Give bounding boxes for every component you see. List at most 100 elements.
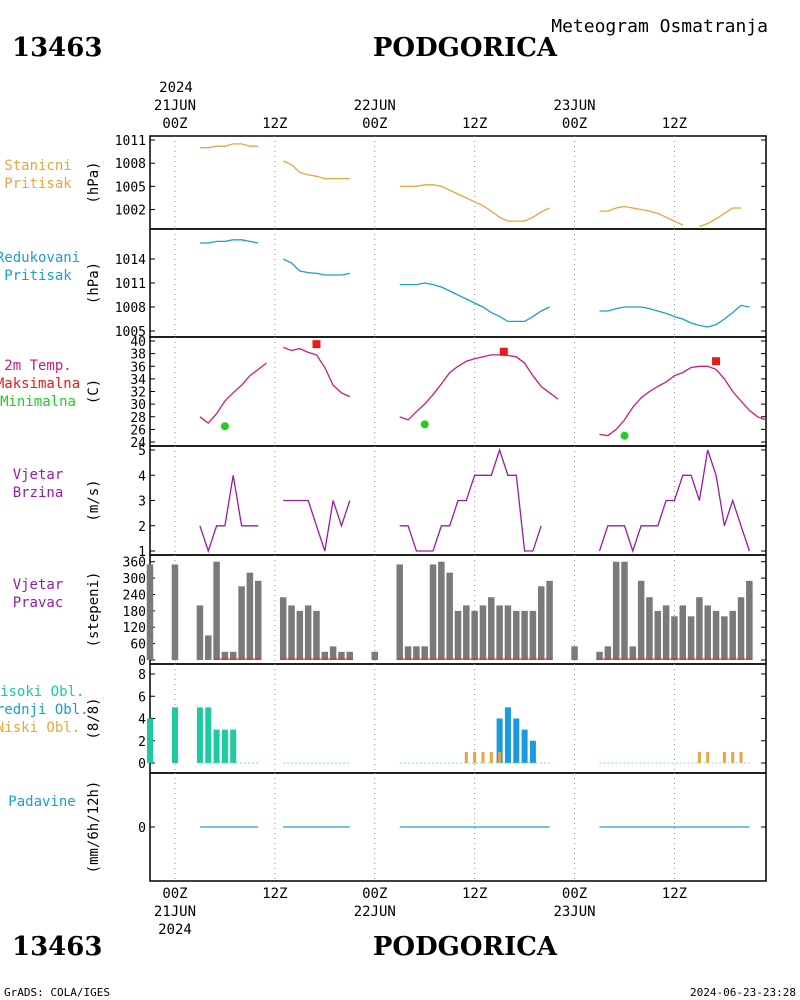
wind-direction-bar xyxy=(288,605,295,660)
sea_pressure-series-line xyxy=(282,258,350,276)
wind_speed-series-line xyxy=(399,447,542,552)
footer-station-id: 13463 xyxy=(12,932,102,962)
y-tick-label: 1008 xyxy=(115,157,146,172)
wind-direction-bar xyxy=(246,572,254,660)
y-tick-label: 0 xyxy=(138,821,146,836)
wind-direction-bar xyxy=(304,605,312,660)
y-tick-label: 32 xyxy=(130,386,146,401)
wind-direction-bar xyxy=(737,597,745,660)
cloud-bar xyxy=(731,751,735,763)
wind-direction-bar xyxy=(612,561,620,660)
wind-direction-bar xyxy=(596,651,603,660)
wind-direction-bar xyxy=(329,646,337,660)
station-id: 13463 xyxy=(12,33,102,63)
wind-direction-bar xyxy=(171,564,179,660)
panel-label: Pravac xyxy=(13,595,64,611)
bottom-tick-label: 00Z xyxy=(162,886,187,902)
bottom-tick-label: 12Z xyxy=(262,886,287,902)
panel-label: 2m Temp. xyxy=(4,358,71,374)
tmin-marker xyxy=(220,422,229,431)
panel-frame xyxy=(149,135,767,230)
wind-direction-bar xyxy=(321,651,329,660)
cloud-bar xyxy=(473,751,477,763)
panel-label: Vjetar xyxy=(13,577,64,593)
y-tick-label: 40 xyxy=(130,335,146,350)
wind-direction-bar xyxy=(146,564,154,660)
wind-direction-bar xyxy=(429,564,437,660)
top-tick-label: 12Z xyxy=(262,116,287,132)
station_pressure-series-line xyxy=(399,184,550,222)
y-axis-label: (m/s) xyxy=(86,479,102,521)
tmax-marker xyxy=(312,340,321,349)
temperature-series-line xyxy=(199,362,267,424)
wind-direction-bar xyxy=(654,610,662,660)
y-tick-label: 1014 xyxy=(115,253,146,268)
wind-direction-bar xyxy=(238,586,245,660)
y-tick-label: 240 xyxy=(123,588,146,603)
y-tick-label: 0 xyxy=(138,757,146,772)
station-name: PODGORICA xyxy=(373,33,558,63)
wind_speed-series-line xyxy=(598,449,751,554)
panel-label: Pritisak xyxy=(4,268,72,284)
cloud-bar xyxy=(697,751,701,763)
wind-direction-bar xyxy=(504,605,512,660)
wind-direction-bar xyxy=(463,605,470,660)
panel-label: Niski Obl. xyxy=(0,720,80,736)
y-tick-label: 2 xyxy=(138,520,146,535)
y-tick-label: 4 xyxy=(138,713,146,728)
y-axis-label: (hPa) xyxy=(86,161,102,203)
cloud-bar xyxy=(221,729,228,763)
y-axis-label: (C) xyxy=(86,379,102,404)
top-tick-label: 23JUN xyxy=(553,98,595,114)
cloud-bar xyxy=(205,707,212,763)
y-tick-label: 1005 xyxy=(115,325,146,340)
cloud-bar xyxy=(481,751,485,763)
wind-direction-bar xyxy=(513,610,520,660)
panel-label: Srednji Obl. xyxy=(0,702,89,718)
tmin-marker xyxy=(620,431,629,440)
panel-label: Brzina xyxy=(13,485,64,501)
wind-direction-bar xyxy=(421,646,428,660)
meteogram-title: Meteogram Osmatranja xyxy=(551,16,768,37)
wind-direction-bar xyxy=(404,646,412,660)
wind-direction-bar xyxy=(313,610,320,660)
y-tick-label: 4 xyxy=(138,469,146,484)
wind-direction-bar xyxy=(529,610,537,660)
sea_pressure-series-line xyxy=(199,239,259,244)
panel-label: Padavine xyxy=(8,794,75,810)
cloud-bar xyxy=(498,751,502,763)
y-tick-label: 28 xyxy=(130,411,146,426)
cloud-bar xyxy=(171,707,178,763)
tmin-marker xyxy=(420,420,429,429)
temperature-series-line xyxy=(599,365,767,437)
top-tick-label: 12Z xyxy=(662,116,687,132)
panel-label: Pritisak xyxy=(4,176,72,192)
cloud-bar xyxy=(513,718,520,763)
temperature-series-line xyxy=(282,346,351,398)
wind-direction-bar xyxy=(479,605,487,660)
y-tick-label: 36 xyxy=(130,360,146,375)
wind-direction-bar xyxy=(438,561,445,660)
wind-direction-bar xyxy=(488,597,495,660)
bottom-tick-label: 21JUN xyxy=(154,904,196,920)
y-tick-label: 30 xyxy=(130,398,146,413)
y-tick-label: 120 xyxy=(123,621,146,636)
wind-direction-bar xyxy=(521,610,528,660)
y-tick-label: 1011 xyxy=(115,134,146,149)
tmax-marker xyxy=(499,347,508,356)
panel-frame xyxy=(149,336,767,447)
y-axis-label: (mm/6h/12h) xyxy=(86,781,102,874)
station_pressure-series-line xyxy=(199,143,259,149)
panel-frame xyxy=(149,663,767,774)
y-tick-label: 60 xyxy=(130,638,146,653)
wind-direction-bar xyxy=(604,646,612,660)
wind-direction-bar xyxy=(296,610,304,660)
cloud-bar xyxy=(147,718,153,763)
wind-direction-bar xyxy=(721,616,728,660)
station_pressure-series-line xyxy=(282,160,350,180)
bottom-tick-label: 00Z xyxy=(362,886,387,902)
y-tick-label: 24 xyxy=(130,436,146,451)
top-tick-label: 22JUN xyxy=(354,98,396,114)
wind-direction-bar xyxy=(196,605,204,660)
